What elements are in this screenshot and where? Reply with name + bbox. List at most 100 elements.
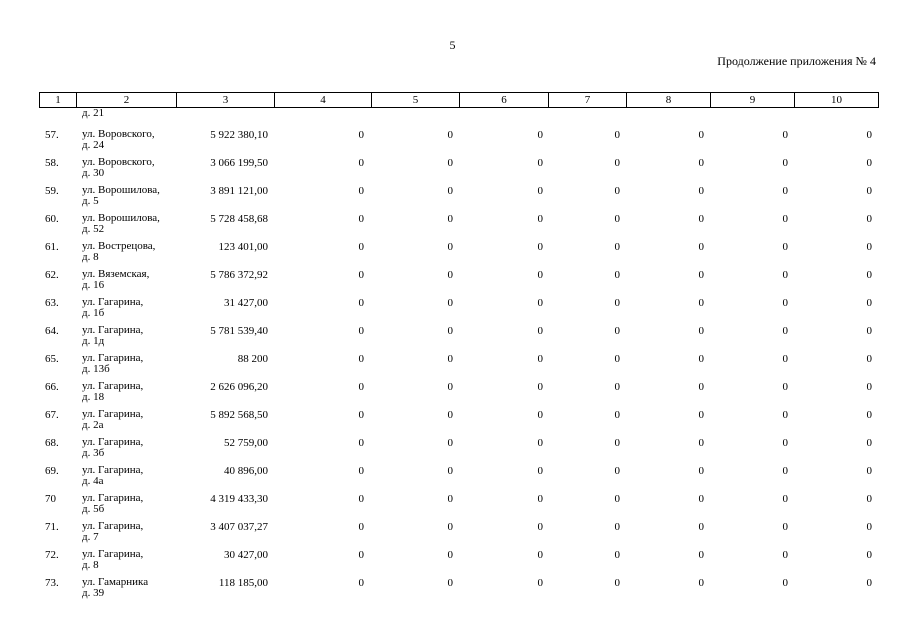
- value-c9: 0: [782, 409, 789, 421]
- value-c5: 0: [447, 521, 454, 533]
- value-c8: 0: [698, 465, 705, 477]
- value-c9: 0: [782, 353, 789, 365]
- header-cell-2: 2: [76, 92, 177, 108]
- row-number: 59.: [45, 185, 59, 197]
- value-c7: 0: [614, 269, 621, 281]
- value-c10: 0: [866, 437, 873, 449]
- value-c8: 0: [698, 521, 705, 533]
- value-c8: 0: [698, 493, 705, 505]
- value-c9: 0: [782, 577, 789, 589]
- header-cell-4: 4: [274, 92, 372, 108]
- header-row: 1 2 3 4 5 6 7 8 9 10: [39, 92, 879, 108]
- value-c4: 0: [358, 577, 365, 589]
- value-c10: 0: [866, 241, 873, 253]
- street-name: ул. Гагарина,: [82, 380, 144, 392]
- value-c9: 0: [782, 437, 789, 449]
- row-number: 63.: [45, 297, 59, 309]
- table-row: 65. ул. Гагарина, д. 13б 88 200 0 0 0 0 0 0 0: [0, 353, 905, 381]
- value-c5: 0: [447, 269, 454, 281]
- value-c7: 0: [614, 297, 621, 309]
- amount-value: 118 185,00: [218, 577, 268, 589]
- row-number: 60.: [45, 213, 59, 225]
- value-c7: 0: [614, 549, 621, 561]
- value-c6: 0: [537, 549, 544, 561]
- value-c5: 0: [447, 465, 454, 477]
- header-cell-6: 6: [459, 92, 549, 108]
- value-c5: 0: [447, 409, 454, 421]
- amount-value: 5 892 568,50: [210, 409, 268, 421]
- row-number: 64.: [45, 325, 59, 337]
- value-c8: 0: [698, 157, 705, 169]
- table-row: 68. ул. Гагарина, д. 3б 52 759,00 0 0 0 0 0 0 0: [0, 437, 905, 465]
- value-c10: 0: [866, 185, 873, 197]
- row-number: 67.: [45, 409, 59, 421]
- address: ул. Воровского, д. 24: [82, 129, 155, 151]
- value-c7: 0: [614, 577, 621, 589]
- value-c5: 0: [447, 493, 454, 505]
- address: ул. Гагарина, д. 1д: [82, 325, 143, 347]
- table-row: 58. ул. Воровского, д. 30 3 066 199,50 0 0 0 0 0…: [0, 157, 905, 185]
- amount-value: 3 407 037,27: [210, 521, 268, 533]
- address: ул. Гамарника д. 39: [82, 577, 148, 599]
- street-name: ул. Гагарина,: [82, 520, 144, 532]
- row-number: 73.: [45, 577, 59, 589]
- table-row: 67. ул. Гагарина, д. 2а 5 892 568,50 0 0 0 0 0 0 0: [0, 409, 905, 437]
- value-c5: 0: [447, 213, 454, 225]
- value-c10: 0: [866, 465, 873, 477]
- table-row: 71. ул. Гагарина, д. 7 3 407 037,27 0 0 0 0 0 0 0: [0, 521, 905, 549]
- table-row: 70 ул. Гагарина, д. 5б 4 319 433,30 0 0 0 0 0 0 0: [0, 493, 905, 521]
- value-c7: 0: [614, 325, 621, 337]
- table-row: 60. ул. Ворошилова, д. 52 5 728 458,68 0 0 0 0 0…: [0, 213, 905, 241]
- table-row: 73. ул. Гамарника д. 39 118 185,00 0 0 0 0 0 0 0: [0, 577, 905, 605]
- table-row: 72. ул. Гагарина, д. 8 30 427,00 0 0 0 0 0 0 0: [0, 549, 905, 577]
- house-number: д. 16: [82, 279, 105, 291]
- street-name: ул. Ворошилова,: [82, 184, 160, 196]
- address: ул. Гагарина, д. 8: [82, 549, 143, 571]
- value-c8: 0: [698, 129, 705, 141]
- value-c5: 0: [447, 241, 454, 253]
- address: ул. Воровского, д. 30: [82, 157, 155, 179]
- amount-value: 40 896,00: [224, 465, 268, 477]
- continuation-caption: Продолжение приложения № 4: [717, 54, 876, 68]
- value-c4: 0: [358, 409, 365, 421]
- value-c10: 0: [866, 269, 873, 281]
- row-number: 57.: [45, 129, 59, 141]
- value-c8: 0: [698, 577, 705, 589]
- value-c9: 0: [782, 381, 789, 393]
- value-c7: 0: [614, 213, 621, 225]
- street-name: ул. Гагарина,: [82, 324, 144, 336]
- value-c4: 0: [358, 185, 365, 197]
- header-cell-1: 1: [39, 92, 77, 108]
- house-number: д. 5б: [82, 503, 105, 515]
- value-c7: 0: [614, 353, 621, 365]
- value-c8: 0: [698, 409, 705, 421]
- value-c6: 0: [537, 157, 544, 169]
- house-number: д. 2а: [82, 419, 104, 431]
- address: ул. Вострецова, д. 8: [82, 241, 155, 263]
- street-name: ул. Гагарина,: [82, 352, 144, 364]
- amount-value: 2 626 096,20: [210, 381, 268, 393]
- value-c8: 0: [698, 353, 705, 365]
- value-c4: 0: [358, 493, 365, 505]
- value-c5: 0: [447, 129, 454, 141]
- value-c4: 0: [358, 129, 365, 141]
- value-c9: 0: [782, 521, 789, 533]
- value-c5: 0: [447, 577, 454, 589]
- house-number: д. 3б: [82, 447, 105, 459]
- row-number: 72.: [45, 549, 59, 561]
- value-c10: 0: [866, 381, 873, 393]
- header-cell-3: 3: [176, 92, 275, 108]
- value-c8: 0: [698, 297, 705, 309]
- value-c6: 0: [537, 409, 544, 421]
- value-c10: 0: [866, 409, 873, 421]
- value-c10: 0: [866, 297, 873, 309]
- value-c6: 0: [537, 213, 544, 225]
- value-c4: 0: [358, 297, 365, 309]
- value-c9: 0: [782, 269, 789, 281]
- address: ул. Гагарина, д. 18: [82, 381, 143, 403]
- value-c4: 0: [358, 241, 365, 253]
- amount-value: 3 891 121,00: [210, 185, 268, 197]
- street-name: ул. Воровского,: [82, 128, 155, 140]
- street-name: ул. Гагарина,: [82, 296, 144, 308]
- value-c8: 0: [698, 437, 705, 449]
